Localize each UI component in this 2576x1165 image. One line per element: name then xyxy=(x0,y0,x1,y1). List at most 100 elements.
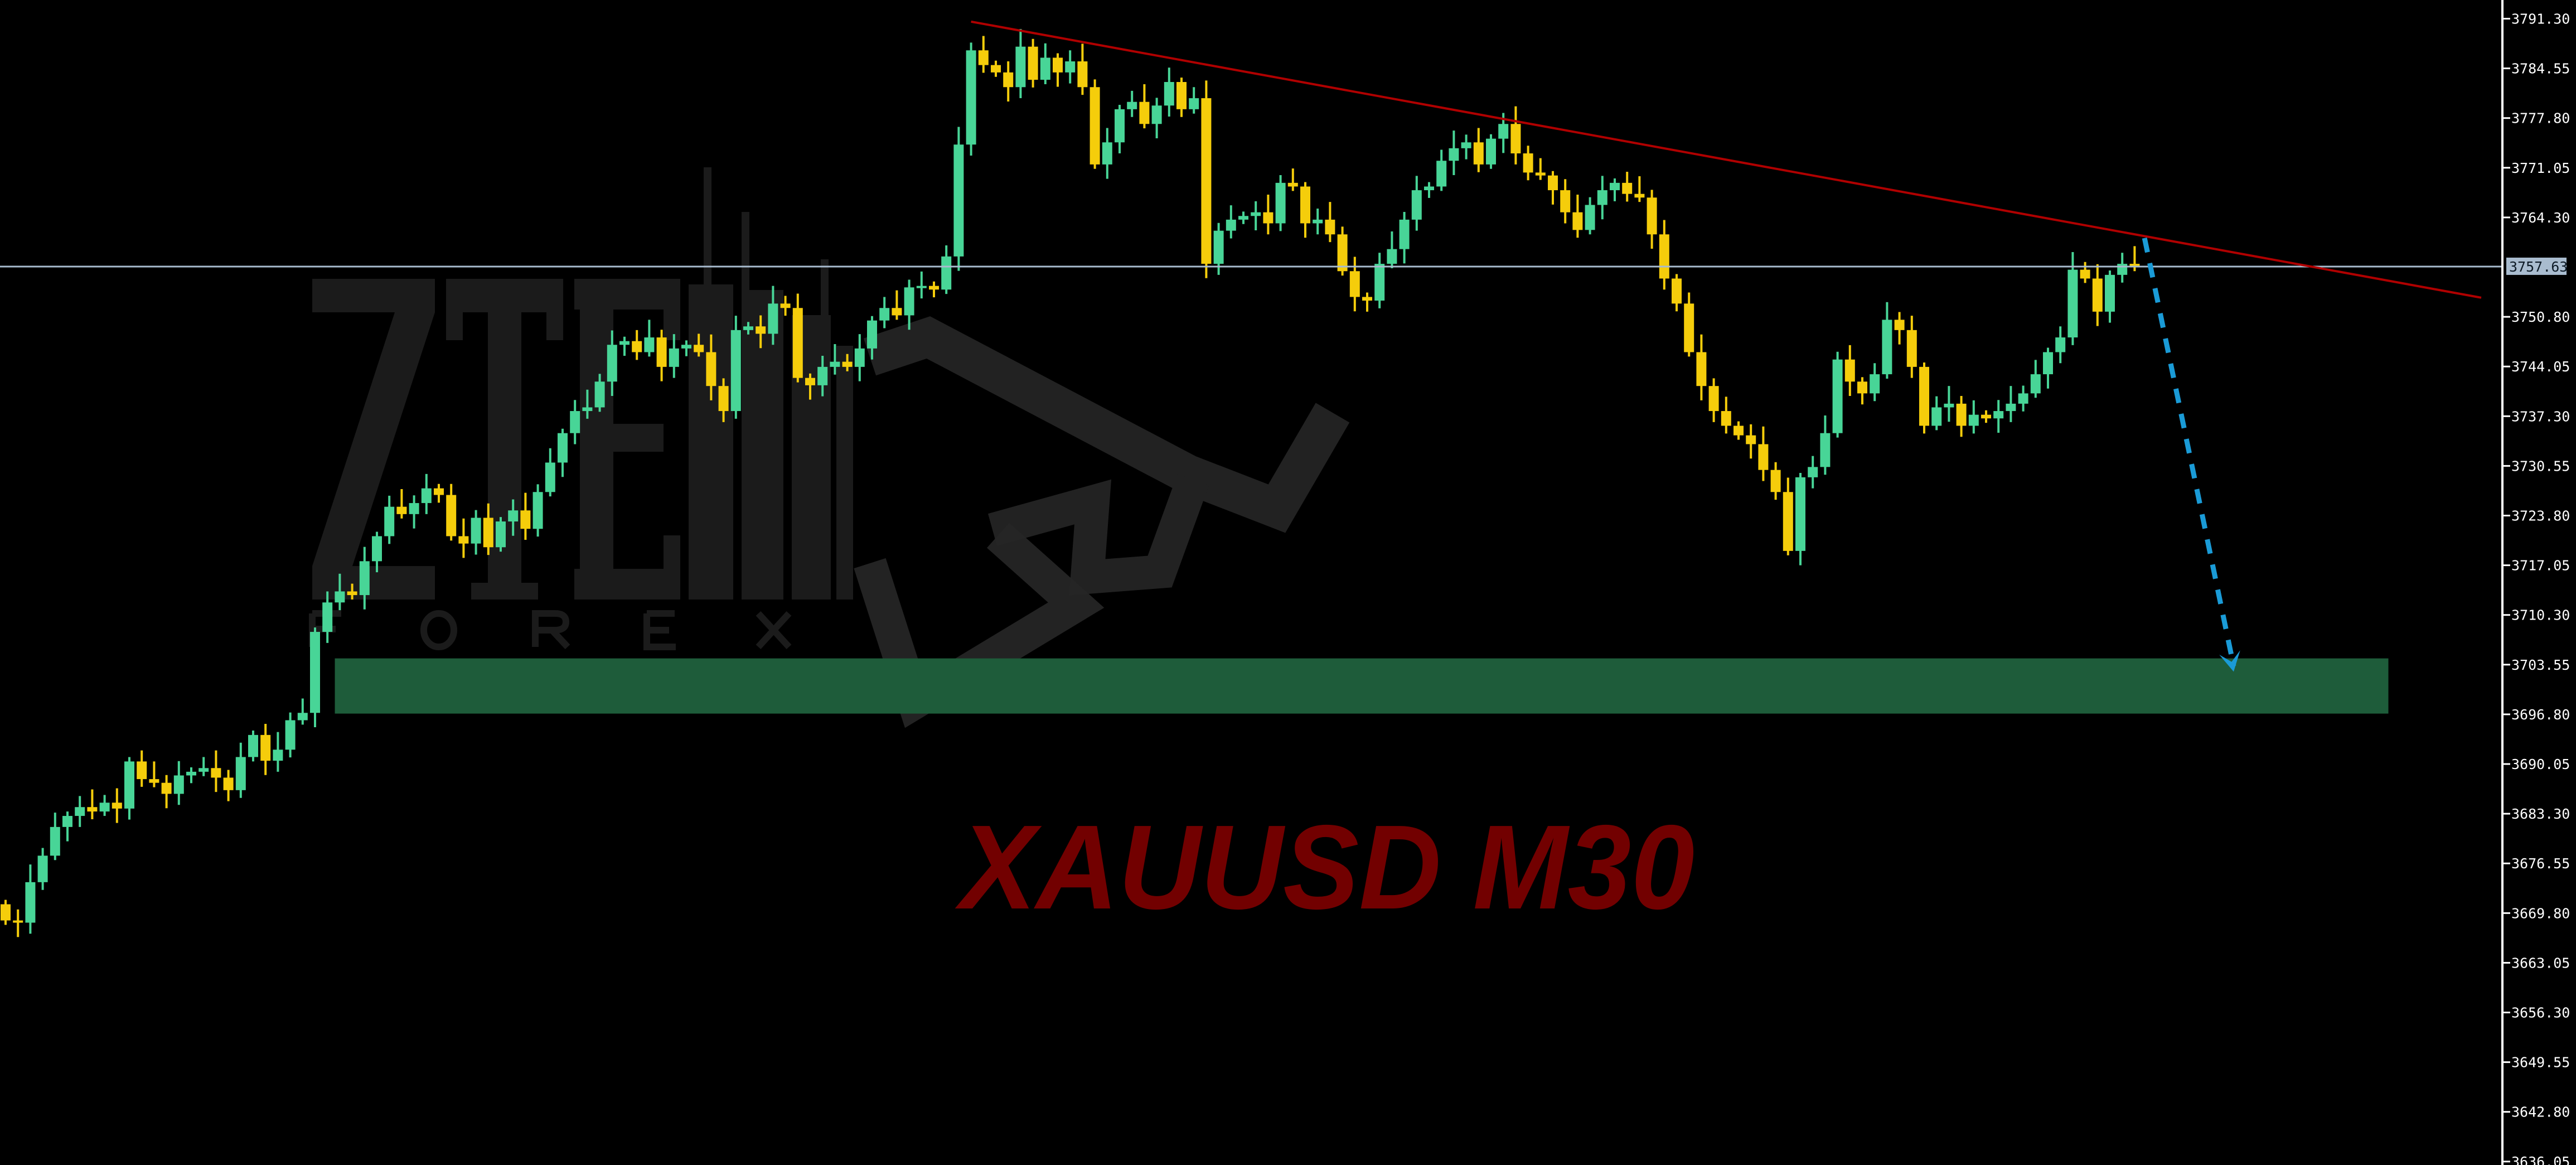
bullish-candle xyxy=(1411,190,1422,220)
price-axis-label: 3784.55 xyxy=(2511,61,2570,77)
bullish-candle xyxy=(384,506,395,536)
bullish-candle xyxy=(1449,148,1459,161)
bearish-candle xyxy=(656,337,667,367)
bullish-candle xyxy=(570,411,580,433)
price-axis-label: 3737.30 xyxy=(2511,408,2570,424)
bullish-candle xyxy=(582,407,593,412)
bullish-candle xyxy=(37,855,48,882)
bullish-candle xyxy=(1238,216,1248,220)
bearish-candle xyxy=(1362,297,1372,301)
bearish-candle xyxy=(2080,269,2090,279)
price-axis-label: 3723.80 xyxy=(2511,508,2570,524)
bullish-candle xyxy=(1213,230,1224,264)
bullish-candle xyxy=(1597,190,1607,205)
bullish-candle xyxy=(1968,414,1979,426)
bullish-candle xyxy=(1820,433,1831,467)
bearish-candle xyxy=(1535,172,1546,176)
bullish-candle xyxy=(1585,205,1595,230)
bullish-candle xyxy=(1040,57,1050,80)
bullish-candle xyxy=(285,720,296,750)
bearish-candle xyxy=(929,286,939,290)
bullish-candle xyxy=(966,50,976,145)
bullish-candle xyxy=(1189,98,1199,109)
bearish-candle xyxy=(1956,403,1967,426)
bearish-candle xyxy=(1300,186,1310,224)
bearish-candle xyxy=(792,308,803,378)
bullish-candle xyxy=(904,287,914,316)
projection-arrow-line[interactable] xyxy=(2142,237,2236,667)
bullish-candle xyxy=(817,366,828,385)
bullish-candle xyxy=(607,345,617,382)
resistance-trendline[interactable] xyxy=(971,20,2482,299)
bearish-candle xyxy=(1857,381,1867,394)
bearish-candle xyxy=(1523,153,1533,173)
chart-title: XAUUSD M30 xyxy=(955,800,1694,934)
price-axis-label: 3696.80 xyxy=(2511,707,2570,723)
demand-zone-rectangle[interactable] xyxy=(335,658,2389,714)
bearish-candle xyxy=(1746,435,1756,444)
bearish-candle xyxy=(1672,278,1682,304)
bearish-candle xyxy=(1894,320,1905,330)
bearish-candle xyxy=(1684,303,1694,352)
bullish-candle xyxy=(421,488,432,504)
price-axis-label: 3663.05 xyxy=(2511,955,2570,971)
bearish-candle xyxy=(991,65,1001,72)
bullish-candle xyxy=(99,803,110,812)
bearish-candle xyxy=(347,591,357,596)
bearish-candle xyxy=(1139,101,1150,124)
bullish-candle xyxy=(545,462,555,492)
bearish-candle xyxy=(223,777,234,790)
bearish-candle xyxy=(211,768,221,778)
bearish-candle xyxy=(1647,197,1657,235)
bullish-candle xyxy=(768,303,778,334)
bearish-candle xyxy=(1077,61,1088,88)
bearish-candle xyxy=(396,506,407,514)
bearish-candle xyxy=(434,488,444,495)
bullish-candle xyxy=(248,734,258,757)
bearish-candle xyxy=(1758,444,1769,470)
bullish-candle xyxy=(124,761,134,809)
bearish-candle xyxy=(137,761,147,780)
bullish-candle xyxy=(2117,264,2128,275)
bullish-candle xyxy=(1226,219,1236,231)
bearish-candle xyxy=(1734,426,1744,436)
bullish-candle xyxy=(1993,411,2004,419)
bearish-candle xyxy=(87,807,98,812)
bullish-candle xyxy=(496,521,506,548)
bullish-candle xyxy=(532,492,543,529)
bullish-candle xyxy=(75,807,85,816)
price-axis-label: 3791.30 xyxy=(2511,11,2570,27)
bullish-candle xyxy=(322,602,333,632)
bearish-candle xyxy=(1263,212,1274,224)
price-axis-label: 3771.05 xyxy=(2511,160,2570,176)
bullish-candle xyxy=(1486,138,1496,165)
bullish-candle xyxy=(681,345,691,349)
bearish-candle xyxy=(112,803,122,809)
bullish-candle xyxy=(594,381,605,408)
bullish-candle xyxy=(1313,219,1323,224)
bearish-candle xyxy=(805,378,815,385)
bullish-candle xyxy=(50,826,60,856)
current-price-label: 3757.63 xyxy=(2509,259,2568,275)
bearish-candle xyxy=(13,920,23,923)
bullish-candle xyxy=(186,771,196,776)
bullish-candle xyxy=(409,503,419,514)
bullish-candle xyxy=(335,591,345,603)
bearish-candle xyxy=(1906,330,1917,367)
bearish-candle xyxy=(694,345,704,352)
bearish-candle xyxy=(1696,352,1707,386)
bullish-candle xyxy=(1498,124,1509,139)
watermark-sub-letters xyxy=(309,610,792,650)
bullish-candle xyxy=(558,433,568,463)
bullish-candle xyxy=(1610,182,1620,191)
price-axis-label: 3636.05 xyxy=(2511,1154,2570,1165)
current-price-tag xyxy=(2506,257,2567,275)
bearish-candle xyxy=(1473,142,1484,165)
bearish-candle xyxy=(892,308,902,316)
bullish-candle xyxy=(508,510,519,522)
bullish-candle xyxy=(1065,61,1076,72)
bullish-candle xyxy=(1102,142,1112,165)
bullish-candle xyxy=(25,882,36,923)
bearish-candle xyxy=(756,326,766,334)
